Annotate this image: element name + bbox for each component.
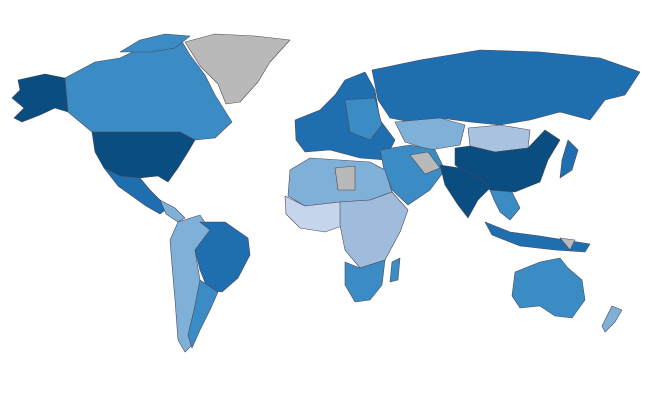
alaska	[11, 73, 69, 123]
south-america	[169, 214, 251, 353]
australia	[511, 257, 586, 319]
usa	[91, 131, 196, 183]
europe-asia	[294, 49, 641, 253]
new-zealand	[601, 305, 623, 333]
indonesia	[484, 221, 591, 253]
kazakhstan	[394, 117, 466, 151]
canada-islands	[119, 33, 191, 53]
india	[439, 164, 491, 219]
africa	[284, 157, 409, 303]
argentina	[187, 279, 219, 349]
west-africa	[284, 195, 346, 233]
greenland	[184, 33, 291, 105]
gulf	[409, 151, 441, 175]
southern-africa	[344, 259, 386, 303]
russia	[371, 49, 641, 126]
sahara-gray	[334, 165, 356, 191]
new-guinea	[559, 237, 576, 251]
central-america	[159, 199, 186, 223]
oceania	[511, 257, 623, 333]
japan	[559, 139, 579, 179]
southeast-asia	[489, 189, 521, 221]
madagascar	[389, 257, 401, 283]
eastern-europe	[344, 97, 383, 141]
brazil	[194, 221, 251, 293]
central-africa	[339, 191, 409, 269]
north-america	[11, 33, 291, 223]
